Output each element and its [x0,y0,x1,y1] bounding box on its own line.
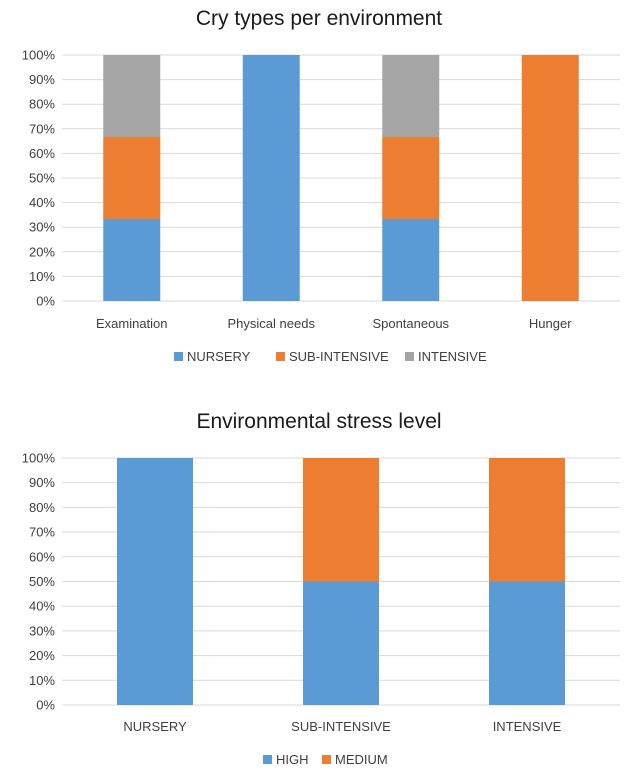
legend-swatch [276,352,285,361]
bar-segment [117,458,193,705]
bar-segment [489,458,565,582]
bars [103,55,579,301]
y-tick-label: 0% [36,294,55,309]
bar-segment [103,219,161,301]
y-tick-label: 60% [29,549,55,564]
x-tick-label: NURSERY [123,719,187,734]
bar-segment [382,219,440,301]
bar-segment [242,55,300,301]
y-tick-label: 40% [29,195,55,210]
y-tick-label: 70% [29,121,55,136]
bar-segment [489,581,565,705]
legend-swatch [174,352,183,361]
y-tick-label: 30% [29,220,55,235]
legend-swatch [405,352,414,361]
y-tick-label: 60% [29,146,55,161]
chart-stress-level: Environmental stress level 0% 10% 20% 30% 40… [22,410,620,767]
y-axis-ticks: 0% 10% 20% 30% 40% 50% 60% 70% 80% 90% 100% [22,48,56,309]
y-tick-label: 90% [29,72,55,87]
y-tick-label: 50% [29,171,55,186]
y-tick-label: 70% [29,525,55,540]
bar-segment [382,55,440,138]
x-axis-ticks: Examination Physical needs Spontaneous Hung… [96,316,572,331]
x-tick-label: SUB-INTENSIVE [291,719,391,734]
y-tick-label: 20% [29,244,55,259]
legend-label: INTENSIVE [418,349,487,364]
y-tick-label: 100% [22,451,56,466]
bar-segment [303,458,379,582]
x-axis-ticks: NURSERY SUB-INTENSIVE INTENSIVE [123,719,561,734]
chart-title: Environmental stress level [196,410,441,433]
y-tick-label: 80% [29,97,55,112]
y-tick-label: 20% [29,648,55,663]
legend-label: MEDIUM [335,752,388,767]
legend-label: SUB-INTENSIVE [289,349,389,364]
y-tick-label: 30% [29,623,55,638]
chart-cry-types: Cry types per environment 0% 10% 20% 30% 40%… [22,7,620,364]
legend-swatch [322,755,331,764]
y-tick-label: 10% [29,269,55,284]
x-tick-label: Examination [96,316,168,331]
y-tick-label: 0% [36,698,55,713]
x-tick-label: Physical needs [228,316,316,331]
y-tick-label: 90% [29,475,55,490]
bar-segment [103,137,161,220]
x-tick-label: INTENSIVE [493,719,562,734]
y-tick-label: 40% [29,599,55,614]
bar-segment [103,55,161,138]
legend: NURSERY SUB-INTENSIVE INTENSIVE [174,349,487,364]
y-tick-label: 100% [22,48,56,63]
y-axis-ticks: 0% 10% 20% 30% 40% 50% 60% 70% 80% 90% 100% [22,451,56,713]
bar-segment [382,137,440,220]
x-tick-label: Spontaneous [372,316,449,331]
bar-segment [303,581,379,705]
y-tick-label: 50% [29,574,55,589]
bars [117,458,565,705]
y-tick-label: 80% [29,500,55,515]
legend-label: NURSERY [187,349,251,364]
bar-segment [521,55,579,301]
legend: HIGH MEDIUM [263,752,388,767]
y-tick-label: 10% [29,673,55,688]
x-tick-label: Hunger [529,316,572,331]
chart-title: Cry types per environment [196,7,442,30]
legend-label: HIGH [276,752,309,767]
legend-swatch [263,755,272,764]
